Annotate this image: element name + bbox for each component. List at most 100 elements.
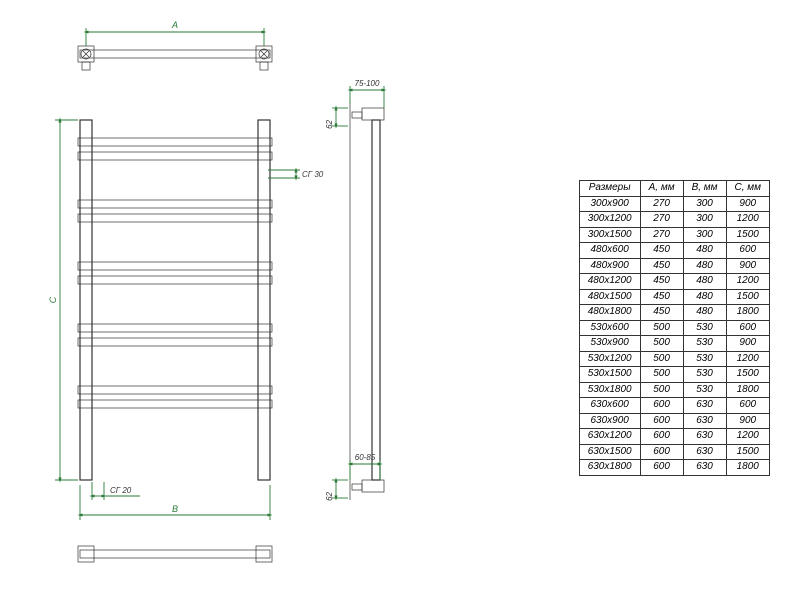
table-cell: 600 [640, 460, 683, 476]
table-cell: 630x1800 [579, 460, 640, 476]
table-cell: 480x1500 [579, 289, 640, 305]
table-header-row: Размеры A, мм B, мм C, мм [579, 181, 769, 197]
table-cell: 1200 [726, 351, 770, 367]
table-cell: 630 [683, 398, 726, 414]
table-cell: 500 [640, 351, 683, 367]
dim-c: C [48, 120, 78, 480]
table-row: 630x18006006301800 [579, 460, 769, 476]
callout-rail-label: СГ 30 [302, 170, 324, 179]
table-cell: 600 [640, 444, 683, 460]
table-cell: 530x900 [579, 336, 640, 352]
table-cell: 1500 [726, 227, 770, 243]
table-cell: 630 [683, 444, 726, 460]
page: Размеры A, мм B, мм C, мм 300x9002703009… [0, 0, 800, 600]
table-cell: 630 [683, 429, 726, 445]
table-row: 480x600450480600 [579, 243, 769, 259]
table-cell: 530x1500 [579, 367, 640, 383]
table-cell: 900 [726, 336, 770, 352]
table-row: 480x900450480900 [579, 258, 769, 274]
table-row: 480x12004504801200 [579, 274, 769, 290]
table-cell: 450 [640, 274, 683, 290]
dimensions-table: Размеры A, мм B, мм C, мм 300x9002703009… [579, 180, 770, 476]
dim-bot-clearance: 60-85 [355, 453, 376, 462]
table-cell: 500 [640, 382, 683, 398]
bottom-view [78, 546, 272, 562]
dim-b: B [80, 485, 270, 520]
table-cell: 480x1200 [579, 274, 640, 290]
side-view: 75-100 62 60-85 62 [325, 79, 384, 501]
table-cell: 1800 [726, 305, 770, 321]
col-b: B, мм [683, 181, 726, 197]
table-cell: 480x900 [579, 258, 640, 274]
col-size: Размеры [579, 181, 640, 197]
table-cell: 1200 [726, 212, 770, 228]
table-row: 530x900500530900 [579, 336, 769, 352]
table-cell: 450 [640, 289, 683, 305]
table-row: 630x15006006301500 [579, 444, 769, 460]
table-cell: 630 [683, 413, 726, 429]
dim-b-label: B [172, 504, 178, 514]
table-row: 300x12002703001200 [579, 212, 769, 228]
table-cell: 1800 [726, 460, 770, 476]
table-cell: 1800 [726, 382, 770, 398]
table-cell: 600 [640, 429, 683, 445]
table-cell: 530 [683, 336, 726, 352]
table-cell: 300x900 [579, 196, 640, 212]
table-cell: 480 [683, 258, 726, 274]
table-cell: 500 [640, 336, 683, 352]
table-cell: 1200 [726, 429, 770, 445]
table-cell: 480 [683, 305, 726, 321]
dim-top-clearance: 75-100 [355, 79, 380, 88]
table-cell: 530 [683, 367, 726, 383]
table-cell: 480 [683, 243, 726, 259]
col-a: A, мм [640, 181, 683, 197]
table-cell: 1500 [726, 367, 770, 383]
table-cell: 600 [726, 243, 770, 259]
table-cell: 270 [640, 227, 683, 243]
table-cell: 300 [683, 212, 726, 228]
table-cell: 530 [683, 351, 726, 367]
callout-rail: СГ 30 [268, 170, 324, 179]
table-cell: 530 [683, 382, 726, 398]
table-cell: 900 [726, 413, 770, 429]
table-row: 630x900600630900 [579, 413, 769, 429]
table-cell: 530x1800 [579, 382, 640, 398]
table-cell: 480x1800 [579, 305, 640, 321]
table-cell: 480 [683, 274, 726, 290]
front-view [78, 120, 272, 480]
table-cell: 300x1500 [579, 227, 640, 243]
table-cell: 1200 [726, 274, 770, 290]
table-cell: 1500 [726, 289, 770, 305]
callout-post-label: СГ 20 [110, 486, 132, 495]
dim-c-label: C [48, 296, 58, 303]
table-cell: 900 [726, 196, 770, 212]
table-cell: 1500 [726, 444, 770, 460]
table-cell: 480 [683, 289, 726, 305]
table-cell: 600 [726, 398, 770, 414]
table-row: 480x15004504801500 [579, 289, 769, 305]
table-cell: 530x600 [579, 320, 640, 336]
table-cell: 450 [640, 258, 683, 274]
table-cell: 530 [683, 320, 726, 336]
table-cell: 300x1200 [579, 212, 640, 228]
table-cell: 600 [640, 413, 683, 429]
table-cell: 630x900 [579, 413, 640, 429]
table-cell: 480x600 [579, 243, 640, 259]
table-cell: 630x600 [579, 398, 640, 414]
table-row: 630x600600630600 [579, 398, 769, 414]
table-cell: 450 [640, 305, 683, 321]
table-row: 480x18004504801800 [579, 305, 769, 321]
table-cell: 600 [640, 398, 683, 414]
table-cell: 300 [683, 196, 726, 212]
table-cell: 270 [640, 196, 683, 212]
dim-a-label: A [171, 20, 178, 30]
table-row: 530x15005005301500 [579, 367, 769, 383]
table-row: 530x18005005301800 [579, 382, 769, 398]
top-view: A [78, 20, 272, 70]
table-cell: 300 [683, 227, 726, 243]
table-row: 300x900270300900 [579, 196, 769, 212]
table-cell: 900 [726, 258, 770, 274]
table-cell: 450 [640, 243, 683, 259]
table-cell: 500 [640, 320, 683, 336]
table-cell: 600 [726, 320, 770, 336]
